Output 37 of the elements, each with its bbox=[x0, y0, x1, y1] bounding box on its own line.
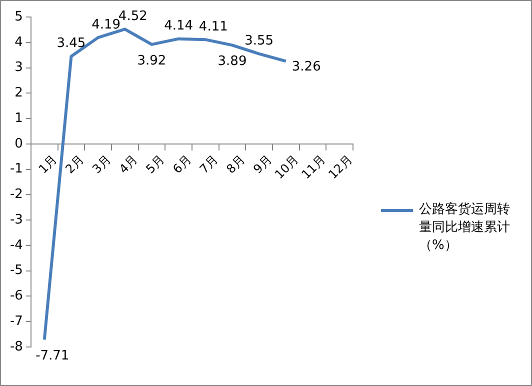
legend-label: 公路客货运周转量同比增速累计（%） bbox=[419, 201, 511, 255]
y-tick-label: 1 bbox=[14, 110, 23, 126]
x-tick-label: 12月 bbox=[326, 152, 355, 182]
data-label: -7.71 bbox=[36, 348, 70, 364]
y-tick-label: 4 bbox=[14, 34, 23, 50]
x-tick-label: 11月 bbox=[298, 152, 328, 182]
data-label: 3.55 bbox=[244, 34, 274, 49]
data-label: 3.89 bbox=[218, 54, 247, 70]
y-tick-label: 0 bbox=[14, 136, 23, 152]
x-tick-label: 6月 bbox=[170, 152, 194, 176]
y-tick-label: -5 bbox=[10, 263, 23, 278]
data-label: 3.26 bbox=[292, 60, 321, 75]
x-tick-label: 2月 bbox=[62, 152, 87, 176]
y-tick-label: 3 bbox=[14, 60, 23, 76]
y-tick-label: -3 bbox=[10, 212, 23, 228]
x-tick-label: 10月 bbox=[272, 152, 302, 182]
y-tick-label: -4 bbox=[10, 238, 23, 253]
data-label: 3.45 bbox=[56, 36, 86, 52]
y-tick-label: -6 bbox=[10, 288, 23, 304]
x-tick-label: 1月 bbox=[36, 152, 60, 176]
x-tick-label: 3月 bbox=[90, 152, 114, 176]
x-tick-label: 9月 bbox=[250, 152, 274, 176]
y-tick-label: -7 bbox=[10, 314, 23, 329]
y-tick-label: 5 bbox=[14, 9, 23, 24]
y-tick-label: 2 bbox=[14, 86, 23, 101]
data-label: 4.14 bbox=[164, 18, 194, 34]
data-label: 4.52 bbox=[118, 9, 148, 24]
x-tick-label: 4月 bbox=[116, 152, 140, 176]
x-tick-label: 8月 bbox=[224, 152, 248, 176]
data-label: 4.19 bbox=[92, 17, 121, 32]
x-tick-label: 7月 bbox=[196, 152, 221, 176]
data-label: 3.92 bbox=[137, 53, 166, 68]
y-tick-label: -8 bbox=[10, 339, 23, 354]
data-label: 4.11 bbox=[198, 19, 228, 34]
x-tick-label: 5月 bbox=[143, 152, 168, 176]
y-tick-label: -2 bbox=[10, 187, 23, 202]
y-tick-label: -1 bbox=[10, 162, 23, 177]
